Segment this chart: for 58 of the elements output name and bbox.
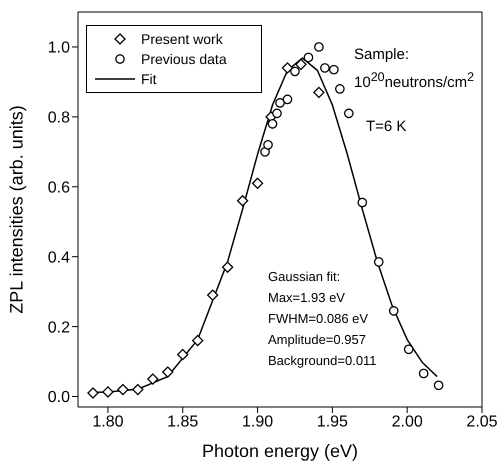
point <box>282 62 294 74</box>
x-tick-label: 1.90 <box>242 413 274 430</box>
x-tick-label: 2.05 <box>466 413 498 430</box>
point <box>252 178 264 189</box>
annotation: Sample: <box>354 45 410 65</box>
point <box>404 344 414 354</box>
x-tick-label: 1.85 <box>167 413 198 430</box>
point <box>304 52 314 62</box>
legend-label: Fit <box>141 71 157 87</box>
point <box>313 86 325 98</box>
x-tick-label: 1.80 <box>92 413 124 430</box>
annotation: Background=0.011 <box>268 352 377 370</box>
point <box>275 98 285 108</box>
point <box>147 373 158 385</box>
x-tick-label: 1.95 <box>316 413 348 430</box>
point <box>268 119 278 129</box>
point <box>87 387 99 399</box>
point <box>263 140 273 150</box>
point <box>192 334 204 346</box>
point <box>290 66 300 76</box>
point <box>207 289 218 301</box>
point <box>418 368 428 378</box>
point <box>295 58 307 70</box>
point <box>344 108 354 118</box>
point <box>236 195 248 206</box>
point <box>335 84 345 94</box>
annotation: Gaussian fit: <box>268 268 342 286</box>
point <box>434 380 444 390</box>
y-tick-label: 0.6 <box>48 179 70 196</box>
y-tick-label: 0.8 <box>48 110 70 127</box>
point <box>374 257 384 267</box>
annotation: Max=1.93 eV <box>268 289 346 307</box>
y-tick-label: 0.4 <box>48 249 70 266</box>
x-axis-title: Photon energy (eV) <box>202 441 358 461</box>
point <box>388 306 399 316</box>
point <box>162 366 174 378</box>
point <box>314 42 324 52</box>
y-tick-label: 1.0 <box>48 40 70 57</box>
point <box>132 384 144 396</box>
legend-label: Present work <box>141 31 223 47</box>
point <box>329 64 339 75</box>
annotation: FWHM=0.086 eV <box>268 310 370 328</box>
point <box>272 108 282 118</box>
annotation: 10$^{20}$neutrons/cm$^{2}$ <box>354 69 474 93</box>
point <box>117 384 129 396</box>
point <box>177 348 188 360</box>
y-axis-title: ZPL intensities (arb. units) <box>6 105 26 314</box>
y-tick-label: 0.0 <box>48 389 70 406</box>
point <box>102 386 114 398</box>
point <box>222 262 234 273</box>
x-tick-label: 2.00 <box>392 413 423 430</box>
annotation: T=6 K <box>366 117 406 137</box>
y-tick-label: 0.2 <box>48 319 70 336</box>
point <box>357 198 368 208</box>
legend-label: Previous data <box>141 51 227 67</box>
annotation: Amplitude=0.957 <box>268 331 367 349</box>
point <box>320 63 330 73</box>
point <box>282 94 292 104</box>
